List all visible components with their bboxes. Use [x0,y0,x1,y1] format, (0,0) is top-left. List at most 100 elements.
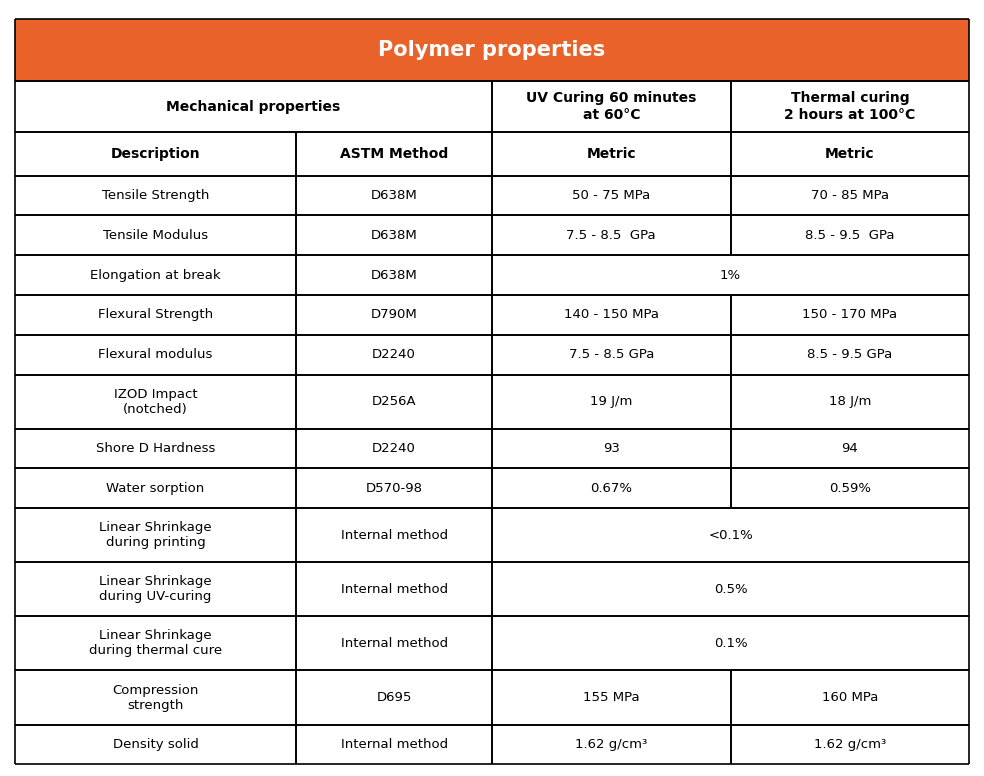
Text: Density solid: Density solid [112,738,199,751]
Text: 7.5 - 8.5 GPa: 7.5 - 8.5 GPa [569,348,654,361]
Text: Internal method: Internal method [340,528,448,542]
Bar [15,563,296,616]
Bar [730,725,969,764]
Bar [296,334,492,375]
Text: 155 MPa: 155 MPa [583,691,640,704]
Text: 160 MPa: 160 MPa [822,691,878,704]
Bar [296,508,492,563]
Text: Internal method: Internal method [340,637,448,650]
Text: D2240: D2240 [372,348,416,361]
Bar [296,255,492,295]
Bar [492,428,730,469]
Bar [296,563,492,616]
Text: Linear Shrinkage
during printing: Linear Shrinkage during printing [99,521,212,549]
Text: Thermal curing
2 hours at 100°C: Thermal curing 2 hours at 100°C [784,92,915,122]
Bar [296,616,492,670]
Text: 70 - 85 MPa: 70 - 85 MPa [811,189,889,202]
Text: Elongation at break: Elongation at break [91,268,220,282]
Text: D638M: D638M [371,189,417,202]
Bar [15,670,296,725]
Bar [15,132,296,175]
Text: 0.1%: 0.1% [713,637,748,650]
Bar [492,469,730,508]
Bar [492,175,730,216]
Bar [15,175,296,216]
Bar [15,216,296,255]
Text: Tensile Modulus: Tensile Modulus [103,229,208,242]
Bar [492,375,730,428]
Text: 150 - 170 MPa: 150 - 170 MPa [802,308,897,321]
Text: Flexural Strength: Flexural Strength [98,308,214,321]
Text: Metric: Metric [826,147,875,161]
Bar [15,295,296,334]
Text: D256A: D256A [372,395,416,408]
Bar [15,508,296,563]
Text: Flexural modulus: Flexural modulus [98,348,213,361]
Bar [730,295,969,334]
Bar [15,616,296,670]
Text: 93: 93 [603,442,620,455]
Bar [730,132,969,175]
Text: IZOD Impact
(notched): IZOD Impact (notched) [114,388,198,416]
Text: Internal method: Internal method [340,583,448,596]
Text: Linear Shrinkage
during thermal cure: Linear Shrinkage during thermal cure [89,629,222,657]
Bar [15,19,969,81]
Text: 19 J/m: 19 J/m [590,395,633,408]
Text: Metric: Metric [586,147,636,161]
Bar [296,469,492,508]
Text: D638M: D638M [371,229,417,242]
Text: <0.1%: <0.1% [708,528,753,542]
Bar [730,616,969,670]
Text: D790M: D790M [371,308,417,321]
Bar [15,81,492,132]
Text: 0.67%: 0.67% [590,482,633,495]
Text: 1.62 g/cm³: 1.62 g/cm³ [576,738,647,751]
Text: Polymer properties: Polymer properties [379,40,605,61]
Text: D638M: D638M [371,268,417,282]
Bar [296,295,492,334]
Bar [492,725,730,764]
Text: 1.62 g/cm³: 1.62 g/cm³ [814,738,886,751]
Bar [296,175,492,216]
Text: 18 J/m: 18 J/m [829,395,871,408]
Bar [492,255,730,295]
Bar [492,563,730,616]
Bar [730,469,969,508]
Text: 7.5 - 8.5  GPa: 7.5 - 8.5 GPa [567,229,656,242]
Bar [492,670,730,725]
Text: 0.5%: 0.5% [713,583,748,596]
Text: Tensile Strength: Tensile Strength [102,189,210,202]
Bar [730,508,969,563]
Bar [296,428,492,469]
Bar [492,132,730,175]
Bar [730,216,969,255]
Text: D570-98: D570-98 [366,482,423,495]
Bar [730,81,969,132]
Text: Shore D Hardness: Shore D Hardness [95,442,215,455]
Bar [296,725,492,764]
Text: 140 - 150 MPa: 140 - 150 MPa [564,308,659,321]
Text: ASTM Method: ASTM Method [340,147,449,161]
Text: 0.59%: 0.59% [829,482,871,495]
Bar [730,563,969,616]
Text: 8.5 - 9.5  GPa: 8.5 - 9.5 GPa [805,229,894,242]
Bar [15,469,296,508]
Bar [492,81,730,132]
Bar [730,375,969,428]
Text: 94: 94 [841,442,858,455]
Text: 8.5 - 9.5 GPa: 8.5 - 9.5 GPa [807,348,892,361]
Text: Mechanical properties: Mechanical properties [166,99,340,113]
Text: 1%: 1% [720,268,741,282]
Bar [15,334,296,375]
Bar [15,375,296,428]
Text: Linear Shrinkage
during UV-curing: Linear Shrinkage during UV-curing [99,575,212,604]
Text: 50 - 75 MPa: 50 - 75 MPa [572,189,650,202]
Bar [730,255,969,295]
Bar [492,295,730,334]
Bar [296,216,492,255]
Bar [730,334,969,375]
Text: D2240: D2240 [372,442,416,455]
Bar [492,616,730,670]
Text: D695: D695 [377,691,412,704]
Text: Internal method: Internal method [340,738,448,751]
